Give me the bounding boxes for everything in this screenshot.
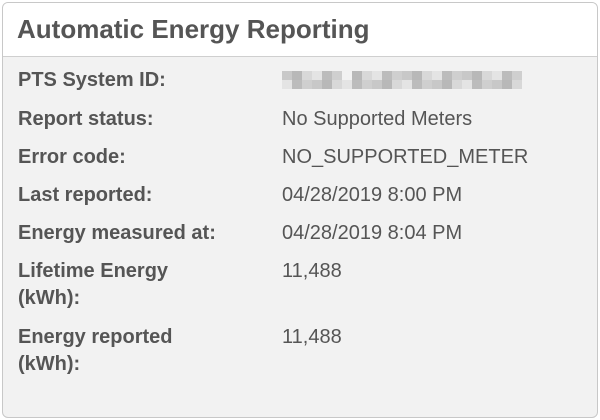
- mosaic-cell: [362, 80, 372, 89]
- panel-title: Automatic Energy Reporting: [17, 14, 370, 44]
- mosaic-cell: [462, 71, 472, 80]
- mosaic-cell: [372, 80, 382, 89]
- panel-header: Automatic Energy Reporting: [3, 3, 597, 57]
- mosaic-cell: [512, 71, 522, 80]
- mosaic-cell: [422, 71, 432, 80]
- mosaic-cell: [432, 80, 442, 89]
- mosaic-cell: [502, 80, 512, 89]
- mosaic-cell: [412, 71, 422, 80]
- label: Error code:: [18, 146, 126, 168]
- mosaic-cell: [292, 71, 302, 80]
- mosaic-cell: [342, 80, 352, 89]
- value: No Supported Meters: [282, 108, 473, 130]
- mosaic-cell: [492, 71, 502, 80]
- label: Lifetime Energy (kWh):: [18, 260, 169, 309]
- mosaic-cell: [362, 71, 372, 80]
- mosaic-cell: [382, 80, 392, 89]
- mosaic-cell: [322, 80, 332, 89]
- mosaic-cell: [282, 71, 292, 80]
- mosaic-cell: [282, 80, 292, 89]
- redacted-system-id: [282, 71, 522, 89]
- mosaic-cell: [312, 80, 322, 89]
- mosaic-cell: [472, 80, 482, 89]
- mosaic-cell: [452, 71, 462, 80]
- label: Energy reported (kWh):: [18, 326, 173, 375]
- label: Report status:: [18, 108, 154, 130]
- label: Last reported:: [18, 184, 153, 206]
- mosaic-cell: [502, 71, 512, 80]
- mosaic-cell: [312, 71, 322, 80]
- mosaic-cell: [482, 71, 492, 80]
- mosaic-cell: [392, 80, 402, 89]
- mosaic-cell: [322, 71, 332, 80]
- value: 04/28/2019 8:00 PM: [282, 184, 463, 206]
- mosaic-cell: [492, 80, 502, 89]
- mosaic-cell: [332, 71, 342, 80]
- value: NO_SUPPORTED_METER: [282, 146, 529, 168]
- mosaic-cell: [382, 71, 392, 80]
- mosaic-cell: [472, 71, 482, 80]
- mosaic-cell: [482, 80, 492, 89]
- mosaic-cell: [332, 80, 342, 89]
- mosaic-cell: [462, 80, 472, 89]
- mosaic-cell: [302, 80, 312, 89]
- mosaic-cell: [512, 80, 522, 89]
- mosaic-cell: [422, 80, 432, 89]
- mosaic-cell: [442, 80, 452, 89]
- value: 11,488: [282, 326, 342, 348]
- label: PTS System ID:: [18, 69, 166, 91]
- mosaic-cell: [442, 71, 452, 80]
- value: 04/28/2019 8:04 PM: [282, 222, 463, 244]
- mosaic-cell: [412, 80, 422, 89]
- mosaic-cell: [342, 71, 352, 80]
- mosaic-cell: [352, 71, 362, 80]
- mosaic-cell: [302, 71, 312, 80]
- mosaic-cell: [402, 80, 412, 89]
- mosaic-cell: [432, 71, 442, 80]
- label: Energy measured at:: [18, 222, 216, 244]
- mosaic-cell: [392, 71, 402, 80]
- mosaic-cell: [402, 71, 412, 80]
- mosaic-cell: [292, 80, 302, 89]
- mosaic-cell: [372, 71, 382, 80]
- mosaic-cell: [452, 80, 462, 89]
- mosaic-cell: [352, 80, 362, 89]
- value: 11,488: [282, 260, 342, 282]
